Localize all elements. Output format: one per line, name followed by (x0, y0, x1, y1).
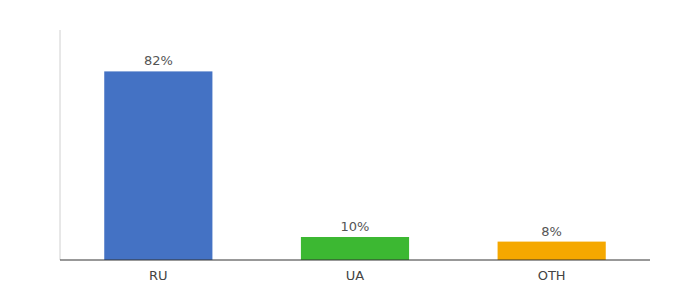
bar (104, 71, 212, 260)
x-axis-line (60, 260, 650, 261)
x-tick-label: UA (346, 268, 365, 283)
data-label: 8% (541, 224, 562, 239)
bar (301, 237, 409, 260)
bars (104, 71, 606, 260)
data-label: 10% (341, 219, 370, 234)
data-label: 82% (144, 53, 173, 68)
x-tick-label: OTH (538, 268, 566, 283)
x-tick-label: RU (149, 268, 168, 283)
chart-container: RU UA OTH 82% 10% 8% (0, 0, 680, 300)
y-axis-line (60, 30, 61, 260)
bar (498, 242, 606, 260)
chart-svg: RU UA OTH 82% 10% 8% (0, 0, 680, 300)
